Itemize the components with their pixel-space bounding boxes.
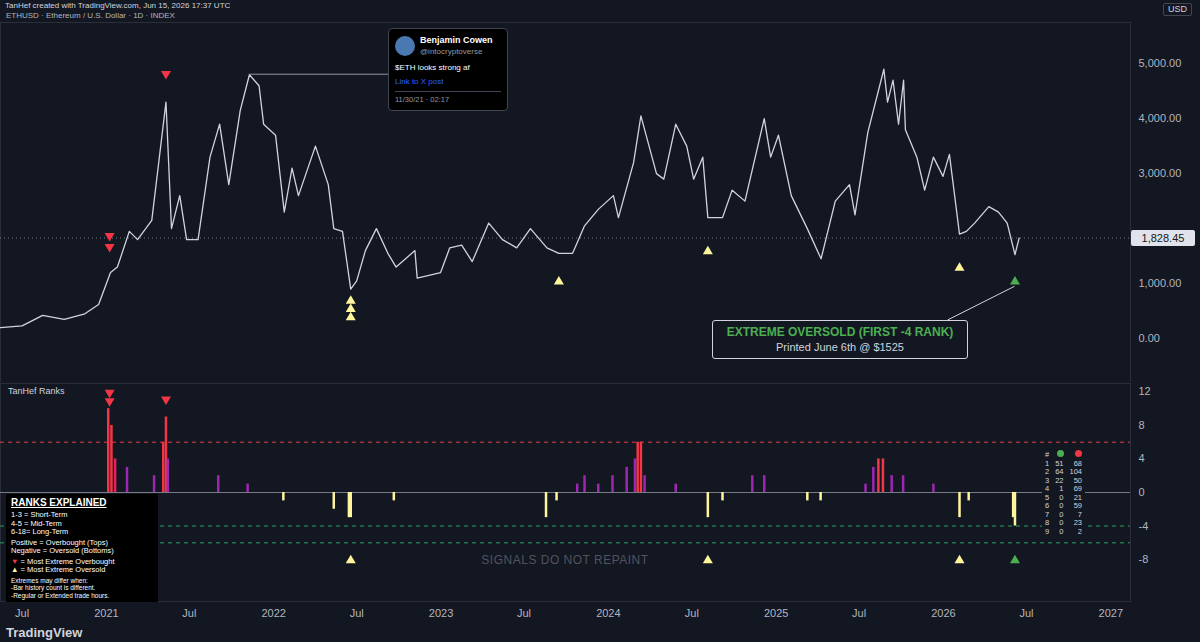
- html-text:ETHUSD · Ethereum / U.S. Dolla: ETHUSD · Ethereum / U.S. Dollar · 1D · I…: [6, 11, 175, 20]
- html-text:5: 5: [1045, 492, 1050, 502]
- html-text:7: 7: [1045, 509, 1050, 519]
- html-text:-Regular or Extended trade hou: -Regular or Extended trade hours.: [11, 591, 110, 599]
- html-text:0: 0: [1059, 492, 1064, 502]
- html-text:7: 7: [1077, 509, 1082, 519]
- svg-text:-8: -8: [1139, 553, 1149, 565]
- svg-text:1,000.00: 1,000.00: [1139, 277, 1182, 289]
- html-text:50: 50: [1073, 475, 1082, 485]
- html-text:3: 3: [1045, 475, 1050, 485]
- svg-text:Jul: Jul: [1019, 607, 1033, 619]
- html-text:21: 21: [1073, 492, 1082, 502]
- html-text:Negative = Oversold (Bottoms): Negative = Oversold (Bottoms): [11, 546, 114, 555]
- html-text:51: 51: [1055, 458, 1064, 468]
- html-text:Benjamin Cowen: Benjamin Cowen: [420, 35, 493, 45]
- html-text:Extremes may differ when:: Extremes may differ when:: [11, 576, 88, 584]
- html-text:0: 0: [1059, 509, 1064, 519]
- html-text:59: 59: [1073, 501, 1082, 510]
- html-text:9: 9: [1045, 526, 1050, 536]
- html-text:64: 64: [1055, 467, 1064, 476]
- svg-text:-4: -4: [1139, 520, 1149, 532]
- html-text:104: 104: [1069, 467, 1082, 476]
- html-text:1-3 = Short-Term: 1-3 = Short-Term: [11, 510, 68, 519]
- svg-text:5,000.00: 5,000.00: [1139, 57, 1182, 69]
- svg-text:2021: 2021: [94, 607, 118, 619]
- html-text:TanHef created with TradingVie: TanHef created with TradingView.com, Jun…: [5, 1, 231, 10]
- svg-text:Jul: Jul: [15, 607, 29, 619]
- html-text:Link to X post: Link to X post: [395, 77, 444, 86]
- svg-text:0.00: 0.00: [1139, 332, 1160, 344]
- svg-text:12: 12: [1139, 385, 1151, 397]
- svg-text:Jul: Jul: [517, 607, 531, 619]
- svg-text:2026: 2026: [931, 607, 955, 619]
- html-text:6-18= Long-Term: 6-18= Long-Term: [11, 527, 69, 536]
- svg-text:3,000.00: 3,000.00: [1139, 167, 1182, 179]
- html-text:-Bar history count is differen: -Bar history count is different.: [11, 584, 96, 591]
- html-text:Printed June 6th @ $1525: Printed June 6th @ $1525: [776, 341, 904, 353]
- html-text:@intocryptoverse: @intocryptoverse: [420, 47, 483, 56]
- html-text:1,828.45: 1,828.45: [1141, 231, 1185, 244]
- html-text:Positive = Overbought (Tops): Positive = Overbought (Tops): [11, 537, 108, 547]
- svg-text:2025: 2025: [764, 607, 788, 619]
- svg-text:4: 4: [1139, 452, 1145, 464]
- svg-text:2027: 2027: [1099, 607, 1123, 619]
- html-text:68: 68: [1073, 458, 1082, 468]
- html-text:6: 6: [1045, 501, 1050, 510]
- html-text:11/30/21 · 02:17: 11/30/21 · 02:17: [395, 95, 450, 104]
- html-text:2: 2: [1045, 467, 1050, 476]
- html-text:▲ = Most Extreme Oversold: ▲ = Most Extreme Oversold: [11, 565, 106, 574]
- html-text:22: 22: [1055, 475, 1064, 485]
- html-text:23: 23: [1073, 518, 1082, 527]
- html-text:1: 1: [1045, 458, 1050, 468]
- html-text:USD: USD: [1168, 4, 1187, 14]
- html-text:SIGNALS DO NOT REPAINT: SIGNALS DO NOT REPAINT: [481, 553, 649, 567]
- html-text:4-5 = Mid-Term: 4-5 = Mid-Term: [11, 518, 62, 528]
- html-text:1: 1: [1059, 484, 1064, 493]
- html-text:69: 69: [1073, 484, 1082, 493]
- svg-text:Jul: Jul: [685, 607, 699, 619]
- html-text:RANKS EXPLAINED: RANKS EXPLAINED: [11, 497, 107, 508]
- html-text:TanHef Ranks: TanHef Ranks: [8, 386, 65, 396]
- html-text:▼ = Most Extreme Overbought: ▼ = Most Extreme Overbought: [11, 556, 115, 566]
- html-text:0: 0: [1059, 526, 1064, 536]
- html-text:TradingView: TradingView: [6, 625, 83, 640]
- html-text:EXTREME OVERSOLD (FIRST -4 RAN: EXTREME OVERSOLD (FIRST -4 RANK): [726, 325, 954, 339]
- svg-text:2022: 2022: [261, 607, 285, 619]
- html-text:8: 8: [1045, 518, 1050, 527]
- svg-text:2023: 2023: [429, 607, 453, 619]
- svg-text:Jul: Jul: [852, 607, 866, 619]
- svg-text:Jul: Jul: [350, 607, 364, 619]
- html-text:0: 0: [1059, 501, 1064, 510]
- svg-text:Jul: Jul: [182, 607, 196, 619]
- html-text:$ETH looks strong af: $ETH looks strong af: [395, 63, 470, 72]
- html-text:4: 4: [1045, 484, 1050, 493]
- svg-text:0: 0: [1139, 486, 1145, 498]
- svg-text:2024: 2024: [596, 607, 620, 619]
- html-text:2: 2: [1077, 526, 1082, 536]
- html-text:0: 0: [1059, 518, 1064, 527]
- svg-text:8: 8: [1139, 419, 1145, 431]
- svg-text:4,000.00: 4,000.00: [1139, 112, 1182, 124]
